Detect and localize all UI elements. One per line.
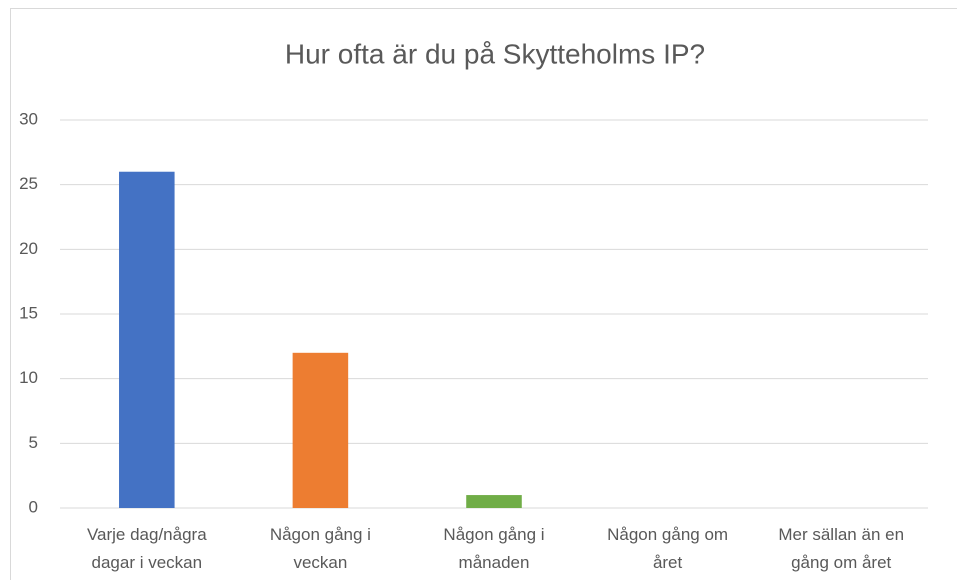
x-tick-label: Någon gång om året — [607, 525, 729, 572]
y-tick-label: 0 — [29, 497, 38, 516]
y-tick-label: 15 — [19, 303, 38, 322]
bar — [292, 352, 349, 508]
x-tick-label: Någon gång i veckan — [269, 525, 371, 572]
y-tick-label: 25 — [19, 174, 38, 193]
chart-border — [10, 8, 957, 580]
x-tick-label: Mer sällan än en gång om året — [778, 525, 905, 572]
x-tick-label: Någon gång i månaden — [443, 525, 545, 572]
y-tick-label: 5 — [29, 433, 38, 452]
bar — [119, 171, 175, 508]
y-tick-label: 30 — [19, 109, 38, 128]
chart-title: Hur ofta är du på Skytteholms IP? — [285, 38, 705, 69]
bar — [466, 495, 522, 508]
y-tick-label: 20 — [19, 239, 38, 258]
y-tick-label: 10 — [19, 368, 38, 387]
x-tick-label: Varje dag/några dagar i veckan — [86, 525, 207, 572]
